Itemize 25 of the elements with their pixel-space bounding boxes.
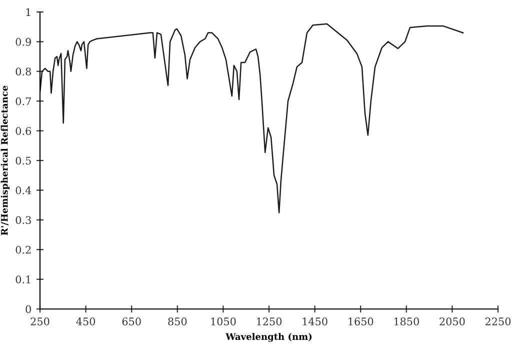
x-tick-label: 2050 xyxy=(440,318,465,326)
x-tick-label: 1850 xyxy=(394,318,419,326)
x-tick-label: 850 xyxy=(168,318,187,326)
y-tick-label: 0 xyxy=(26,305,31,314)
x-tick-label: 1250 xyxy=(257,318,282,326)
x-tick-label: 650 xyxy=(122,318,141,326)
y-tick-label: 0.3 xyxy=(16,216,31,224)
y-tick-label: 0.8 xyxy=(16,68,31,76)
line-series xyxy=(40,23,464,214)
x-tick-label: 1050 xyxy=(211,318,236,326)
y-tick-label: 0.5 xyxy=(16,156,31,165)
x-tick-label: 1650 xyxy=(348,318,374,326)
y-tick-label: 0.2 xyxy=(16,246,31,254)
y-tick-label: 0.7 xyxy=(16,97,31,106)
y-tick-label: 0.1 xyxy=(16,276,30,284)
y-tick-label: 0.6 xyxy=(16,127,32,135)
y-tick-label: 0.4 xyxy=(16,186,32,194)
x-tick-label: 450 xyxy=(76,318,96,326)
y-tick-label: 0.9 xyxy=(16,38,31,46)
y-tick-label: 1 xyxy=(26,8,30,16)
x-tick-label: 2250 xyxy=(485,318,511,326)
x-axis-title: Wavelength (nm) xyxy=(226,332,312,342)
x-tick-label: 1450 xyxy=(302,318,328,326)
y-axis-title: R'/Hemispherical Reflectance xyxy=(0,86,10,236)
x-tick-label: 250 xyxy=(30,318,50,326)
